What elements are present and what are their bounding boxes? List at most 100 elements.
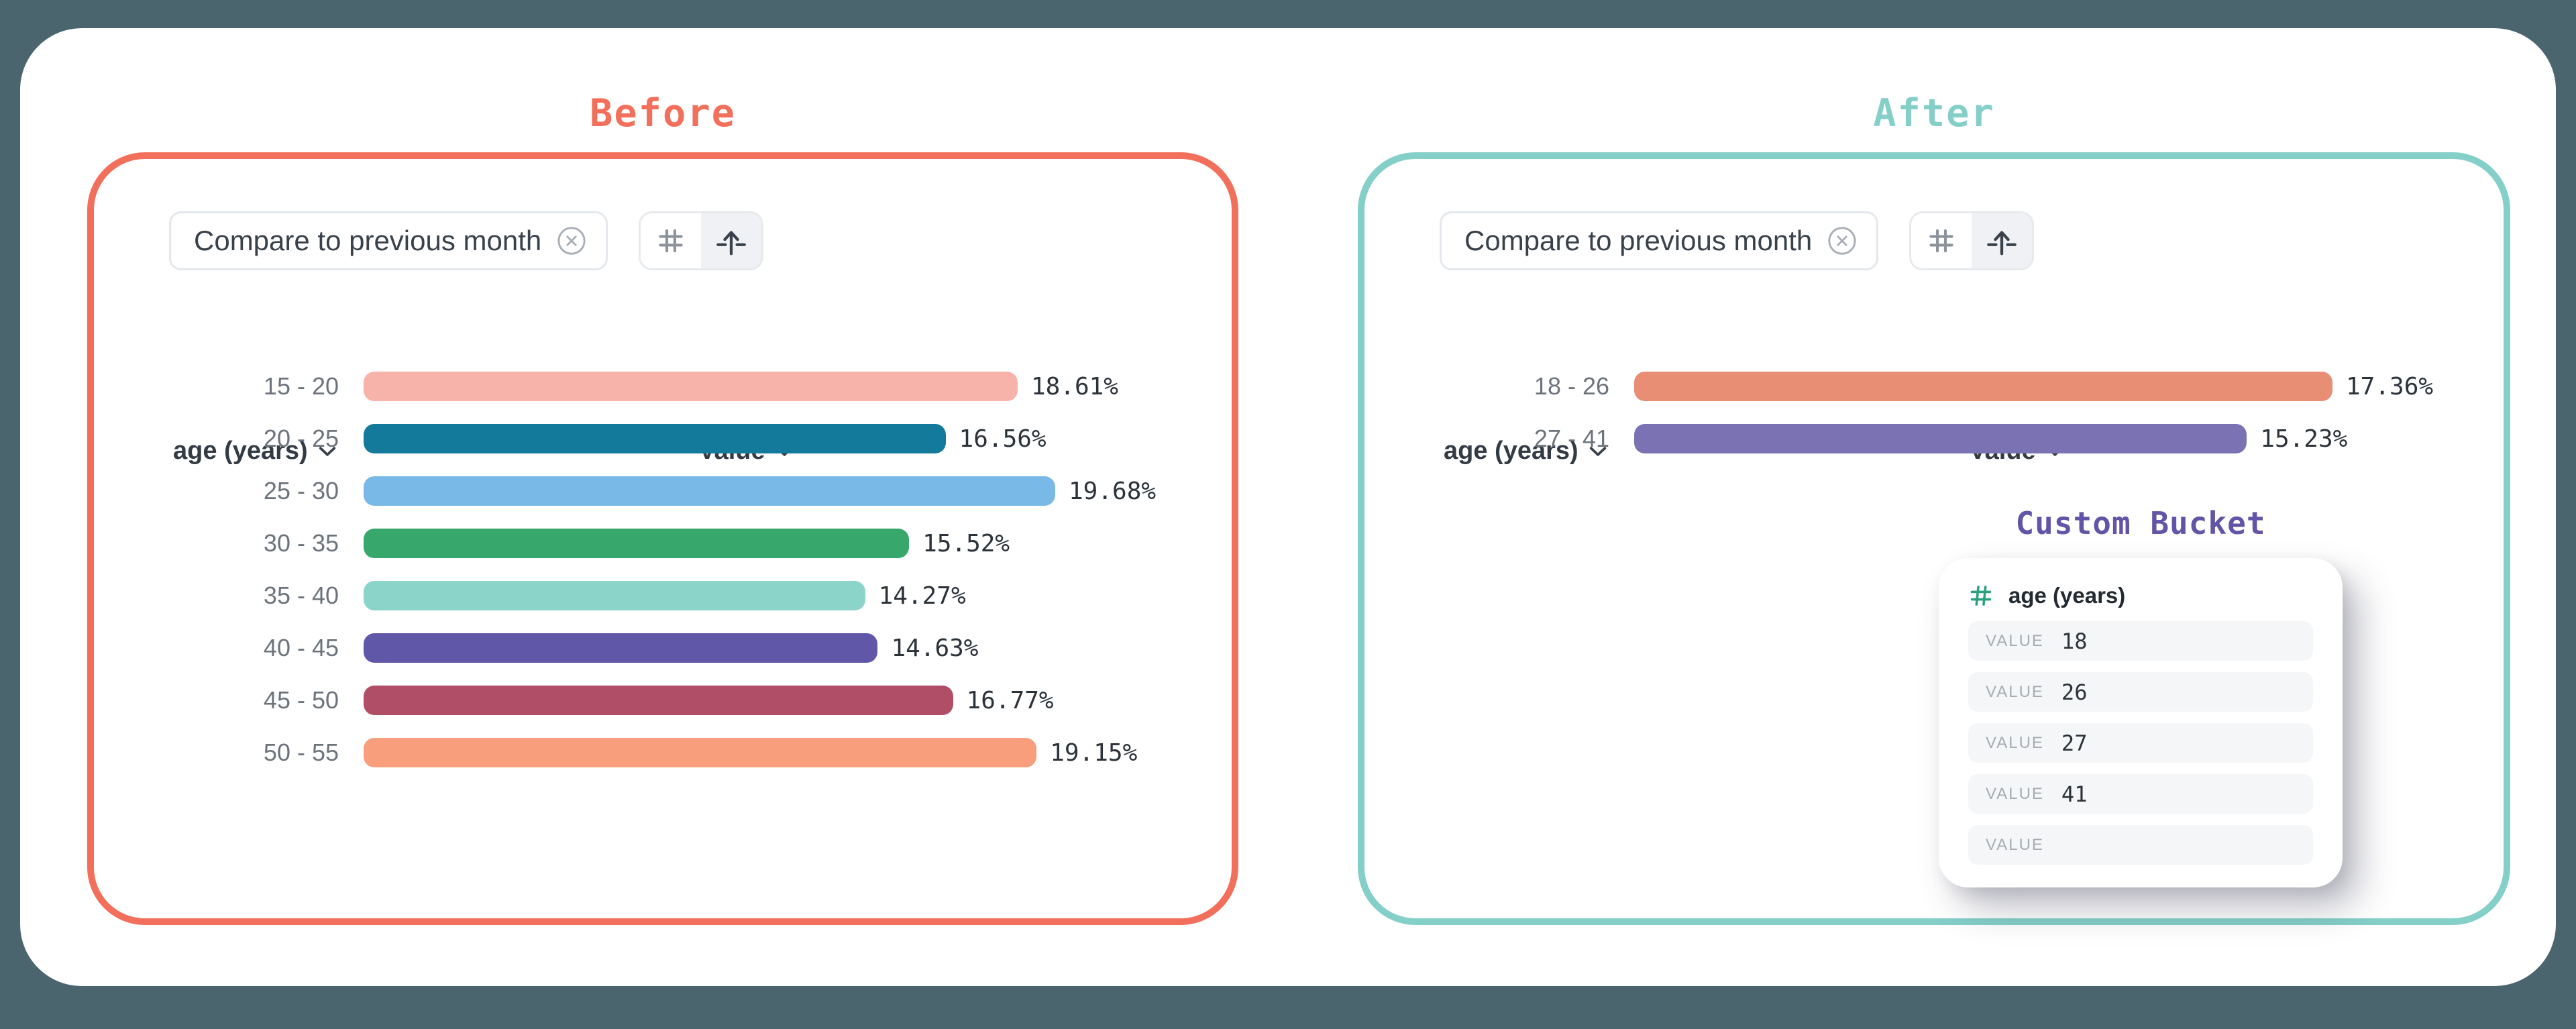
age-range-label: 25 - 30 <box>263 477 339 504</box>
bar-area: 14.63% <box>364 633 1055 663</box>
age-range-label: 45 - 50 <box>263 686 339 714</box>
circle-x-icon[interactable] <box>1827 225 1858 256</box>
value-field-label: VALUE <box>1986 784 2044 803</box>
value-bar <box>364 529 910 558</box>
before-title: Before <box>590 91 736 136</box>
age-range-label: 18 - 26 <box>1534 372 1609 400</box>
bucket-field-header: age (years) <box>1968 578 2313 613</box>
hash-icon <box>656 226 686 256</box>
age-range-label: 50 - 55 <box>263 739 339 766</box>
table-row: 35 - 40 14.27% <box>94 570 1225 622</box>
bar-area: 16.77% <box>364 686 1055 715</box>
age-range-label: 30 - 35 <box>263 529 339 557</box>
bar-area: 17.36% <box>1634 372 2433 401</box>
value-input[interactable]: VALUE 18 <box>1968 621 2313 661</box>
display-mode-toggle <box>639 211 764 270</box>
value-percent-label: 16.56% <box>959 425 1046 453</box>
value-input[interactable]: VALUE <box>1968 825 2313 865</box>
value-field-label: VALUE <box>1986 835 2044 854</box>
value-percent-label: 19.15% <box>1050 739 1138 767</box>
after-title: After <box>1873 91 1995 136</box>
value-bar <box>1634 424 2247 453</box>
column-header-category-label: age (years) <box>173 437 308 465</box>
value-percent-label: 19.68% <box>1069 477 1157 505</box>
hash-icon <box>1968 583 1994 608</box>
value-field-value: 27 <box>2061 730 2088 756</box>
table-row: 30 - 35 15.52% <box>94 517 1225 570</box>
bar-area: 16.56% <box>364 424 1055 453</box>
column-header-category-label: age (years) <box>1444 437 1578 465</box>
value-percent-label: 15.52% <box>922 529 1010 557</box>
bar-area: 15.52% <box>364 529 1055 558</box>
numeric-format-button[interactable] <box>1911 213 1972 268</box>
value-percent-label: 14.27% <box>878 582 966 610</box>
column-header-category[interactable]: age (years) <box>1444 437 1607 466</box>
compare-chip-label: Compare to previous month <box>1464 225 1813 256</box>
compare-chip[interactable]: Compare to previous month <box>169 211 608 270</box>
value-field-label: VALUE <box>1986 631 2044 650</box>
value-field-label: VALUE <box>1986 733 2044 752</box>
value-percent-label: 18.61% <box>1030 372 1118 400</box>
age-range-label: 20 - 25 <box>263 425 339 452</box>
bar-area: 18.61% <box>364 372 1118 401</box>
after-panel: Compare to previous month <box>1358 152 2510 925</box>
value-bar <box>364 372 1018 401</box>
value-percent-label: 15.23% <box>2260 425 2348 453</box>
before-panel: Compare to previous month <box>87 152 1238 925</box>
content-card: Before After Compare to previous month <box>20 28 2556 986</box>
bar-area: 15.23% <box>1634 424 2347 453</box>
numeric-format-button[interactable] <box>641 213 702 268</box>
value-input[interactable]: VALUE 26 <box>1968 672 2313 712</box>
before-bar-chart: 15 - 20 18.61% 20 - 25 16.56% <box>94 360 1225 779</box>
chevron-down-icon <box>319 446 336 457</box>
circle-x-icon[interactable] <box>556 225 587 256</box>
bar-area: 14.27% <box>364 581 1055 610</box>
bucket-field-label: age (years) <box>2008 583 2126 608</box>
value-bar <box>364 633 878 663</box>
value-field-value: 18 <box>2061 628 2088 654</box>
table-row: 40 - 45 14.63% <box>94 622 1225 674</box>
compare-chip[interactable]: Compare to previous month <box>1440 211 1879 270</box>
value-bar <box>364 686 953 715</box>
hash-icon <box>1927 226 1956 256</box>
table-row: 50 - 55 19.15% <box>94 726 1225 779</box>
age-range-label: 27 - 41 <box>1534 425 1609 452</box>
value-field-label: VALUE <box>1986 682 2044 701</box>
bar-area: 19.68% <box>364 476 1156 506</box>
value-bar <box>1634 372 2332 401</box>
value-field-value: 41 <box>2061 781 2088 807</box>
arrow-up-icon <box>716 225 747 256</box>
after-bar-chart: 18 - 26 17.36% 27 - 41 15.23% <box>1364 360 2497 465</box>
table-row: 20 - 25 16.56% <box>94 413 1225 465</box>
chart-orientation-button[interactable] <box>701 213 762 268</box>
chart-orientation-button[interactable] <box>1972 213 2033 268</box>
chevron-down-icon <box>1589 446 1607 457</box>
custom-bucket-popup: age (years) VALUE 18 VALUE 26 <box>1939 558 2343 887</box>
custom-bucket-title: Custom Bucket <box>2015 505 2266 541</box>
value-bar <box>364 424 946 453</box>
value-bar <box>364 581 865 610</box>
value-percent-label: 17.36% <box>2346 372 2434 400</box>
value-input[interactable]: VALUE 41 <box>1968 774 2313 814</box>
column-header-category[interactable]: age (years) <box>173 437 336 466</box>
age-range-label: 40 - 45 <box>263 634 339 661</box>
table-row: 18 - 26 17.36% <box>1364 360 2497 413</box>
value-bar <box>364 476 1055 506</box>
table-row: 27 - 41 15.23% <box>1364 413 2497 465</box>
age-range-label: 35 - 40 <box>263 582 339 609</box>
table-row: 45 - 50 16.77% <box>94 674 1225 726</box>
after-toolbar: Compare to previous month <box>1440 211 2035 270</box>
value-input[interactable]: VALUE 27 <box>1968 723 2313 763</box>
age-range-label: 15 - 20 <box>263 372 339 400</box>
table-row: 25 - 30 19.68% <box>94 465 1225 517</box>
display-mode-toggle <box>1909 211 2035 270</box>
value-bar <box>364 738 1037 767</box>
value-percent-label: 16.77% <box>966 686 1054 714</box>
compare-chip-label: Compare to previous month <box>194 225 542 256</box>
table-row: 15 - 20 18.61% <box>94 360 1225 413</box>
before-toolbar: Compare to previous month <box>169 211 764 270</box>
bucket-value-list: VALUE 18 VALUE 26 VALUE 27 <box>1968 621 2313 865</box>
arrow-up-icon <box>1986 225 2017 256</box>
bar-area: 19.15% <box>364 738 1137 767</box>
